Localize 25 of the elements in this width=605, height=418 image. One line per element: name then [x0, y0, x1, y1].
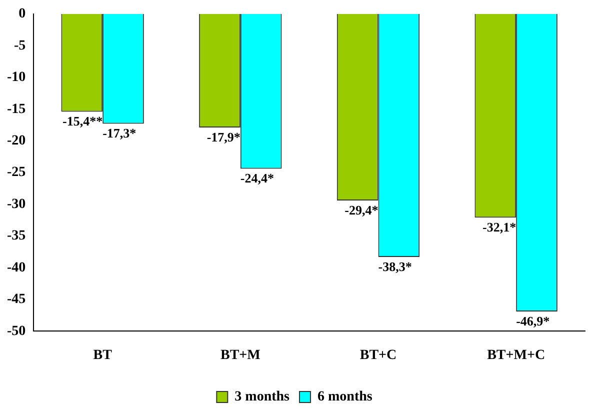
- y-tick-label: -10: [6, 70, 26, 86]
- x-tick-label: BT: [93, 348, 113, 364]
- x-tick-label: BT+M+C: [487, 348, 546, 364]
- y-tick-label: -40: [6, 260, 26, 276]
- data-label: -32,1*: [482, 220, 516, 234]
- data-label: -29,4*: [344, 202, 378, 218]
- y-tick-label: -5: [14, 38, 26, 54]
- data-label: -17,3*: [102, 126, 136, 141]
- data-label: -17,9*: [206, 129, 240, 144]
- y-tick-label: -20: [6, 133, 26, 148]
- y-tick-label: -50: [6, 324, 26, 339]
- y-tick-label: -30: [6, 196, 26, 212]
- y-tick-label: -15: [6, 102, 26, 117]
- legend-label: 3 months: [234, 390, 290, 405]
- data-label: -38,3*: [378, 258, 412, 274]
- data-label: -46,9*: [516, 313, 550, 328]
- data-label: -24,4*: [240, 170, 274, 186]
- data-label: -15,4**: [62, 114, 103, 129]
- y-tick-label: 0: [18, 6, 26, 22]
- y-tick-label: -35: [6, 228, 26, 244]
- y-tick-label: -45: [6, 292, 26, 308]
- legend-label: 6 months: [318, 390, 373, 405]
- x-tick-label: BT+C: [360, 348, 397, 364]
- y-tick-label: -25: [6, 165, 26, 180]
- x-tick-label: BT+M: [220, 348, 260, 364]
